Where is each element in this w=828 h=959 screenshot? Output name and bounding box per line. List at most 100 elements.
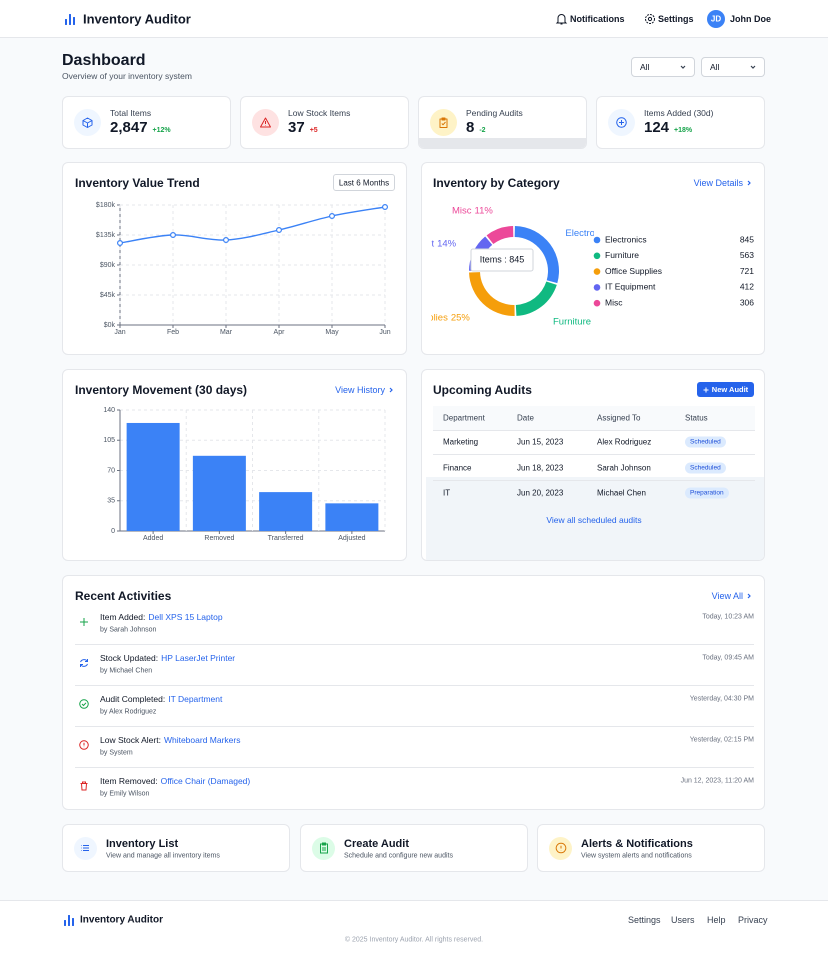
chevron-icon <box>747 180 751 186</box>
table-cell: Alex Rodriguez <box>597 437 652 447</box>
chart-card: $0k $45k $90k $135k $180k Jan Feb Mar Apr May Jun I… <box>62 162 407 355</box>
table-cell: IT <box>443 488 451 498</box>
y-tick-label: 105 <box>103 437 115 444</box>
quick-link-description: Schedule and configure new audits <box>344 852 453 860</box>
quick-link-icon <box>312 837 335 860</box>
activity-icon <box>80 618 88 626</box>
activity-target[interactable]: Dell XPS 15 Laptop <box>148 612 223 622</box>
filter-select[interactable]: All <box>631 57 695 77</box>
activity-time: Yesterday, 02:15 PM <box>689 736 754 744</box>
legend-label: Furniture <box>605 250 639 260</box>
column-header: Status <box>685 413 708 423</box>
stat-change: +12% <box>152 127 171 134</box>
y-tick-label: 140 <box>103 407 115 414</box>
slice-label: Electronics 30% <box>565 227 634 238</box>
chevron-icon <box>389 387 393 393</box>
stat-card: Items Added (30d) 124 +18% <box>596 96 765 149</box>
logo-bar <box>64 920 66 926</box>
section-title: Recent Activities <box>75 589 172 603</box>
link-text[interactable]: View All <box>711 591 743 601</box>
legend-label: Misc <box>605 297 623 307</box>
activity-icon-path <box>80 618 88 626</box>
footer-link[interactable]: Users <box>671 915 695 925</box>
legend-label: Electronics <box>605 234 647 244</box>
footer-link[interactable]: Settings <box>628 915 661 925</box>
filter-select[interactable]: All <box>701 57 765 77</box>
activity-time: Yesterday, 04:30 PM <box>689 695 754 703</box>
slice-label-name: IT Equipment <box>421 238 434 249</box>
chevron-icon <box>747 593 751 599</box>
activity-target[interactable]: HP LaserJet Printer <box>161 653 236 663</box>
chart: Electronics 30%Furniture 20%Office Supplie… <box>421 205 754 327</box>
activity-time: Today, 09:45 AM <box>702 654 754 662</box>
bar <box>126 422 180 531</box>
nav-settings[interactable]: Settings <box>658 14 694 24</box>
trend-point <box>116 239 123 246</box>
activity-time: Today, 10:23 AM <box>702 613 754 621</box>
footer-link[interactable]: Privacy <box>738 915 768 925</box>
logo-bar <box>73 17 75 25</box>
stat-icon <box>430 109 457 136</box>
view-details-link[interactable]: View Details <box>694 178 752 188</box>
slice-label-name: Misc <box>452 205 472 216</box>
footer-link[interactable]: Help <box>707 915 726 925</box>
stat-value: 2,847 <box>110 119 148 136</box>
view-all-link[interactable]: View All <box>712 591 752 601</box>
outer-labels: Electronics 30% Furniture 20% Office Supplie… <box>421 205 634 327</box>
quick-link-title[interactable]: Alerts & Notifications <box>581 838 693 850</box>
nav-notifications[interactable]: Notifications <box>570 14 625 24</box>
activity-target[interactable]: IT Department <box>168 694 223 704</box>
quick-link-card[interactable]: Alerts & Notifications View system alerts… <box>537 824 765 872</box>
stat-card: Pending Audits 8 -2 <box>418 96 587 149</box>
avatar[interactable]: JD <box>707 10 725 28</box>
new-audit-button[interactable]: New Audit <box>697 382 754 397</box>
activity-target[interactable]: Office Chair (Damaged) <box>160 776 251 786</box>
stat-value-row: 2,847 +12% <box>110 119 171 136</box>
view-history-link[interactable]: View History <box>335 385 394 395</box>
stat-change: +5 <box>309 127 318 134</box>
stat-value: 124 <box>644 119 670 136</box>
glyph-path <box>616 117 627 128</box>
quick-link-card[interactable]: Create Audit Schedule and configure new a… <box>300 824 528 872</box>
trend-line <box>119 206 386 244</box>
quick-link-title[interactable]: Inventory List <box>106 838 179 850</box>
activity-target[interactable]: Whiteboard Markers <box>163 735 241 745</box>
activity-divider <box>75 644 754 645</box>
quick-link-title[interactable]: Create Audit <box>344 838 409 850</box>
activity-line: Audit Completed: IT Department <box>100 694 222 704</box>
activity-line: Item Removed: Office Chair (Damaged) <box>100 776 250 786</box>
plus-path <box>703 387 709 392</box>
activity-divider <box>75 726 754 727</box>
activities-card: Recent Activities View All Item Added: Dell… <box>62 575 765 810</box>
activity-action: Audit Completed: <box>100 694 166 704</box>
quick-link-card[interactable]: Inventory List View and manage all invent… <box>62 824 290 872</box>
table-cell: Jun 20, 2023 <box>517 488 564 498</box>
activity-user: by System <box>100 749 133 757</box>
donut-slice <box>486 226 514 245</box>
activity-icon-path <box>80 781 88 791</box>
donut-slice <box>514 226 559 284</box>
glyph-path <box>80 845 89 851</box>
button-label[interactable]: New Audit <box>711 385 749 394</box>
logo-bar <box>72 918 74 926</box>
audits-card: Upcoming Audits New Audit Department Date As… <box>421 369 765 561</box>
glyph-path <box>319 842 328 854</box>
bar <box>325 503 379 531</box>
activity-user: by Michael Chen <box>100 667 153 675</box>
legend-label: Office Supplies <box>605 266 662 276</box>
link-text[interactable]: View History <box>335 385 385 395</box>
donut-slice <box>515 281 557 316</box>
legend-value: 845 <box>740 234 754 244</box>
row-divider <box>433 454 755 455</box>
activity-user: by Alex Rodriguez <box>100 708 157 716</box>
view-all-audits-link[interactable]: View all scheduled audits <box>546 515 642 525</box>
x-tick-label: Mar <box>220 329 233 336</box>
user-name[interactable]: John Doe <box>730 14 772 24</box>
section-title: Upcoming Audits <box>433 383 532 397</box>
range-select[interactable]: Last 6 Months <box>333 174 395 191</box>
link-text[interactable]: View Details <box>693 178 743 188</box>
stat-value: 8 <box>466 119 475 136</box>
table-cell: Jun 18, 2023 <box>517 463 564 472</box>
